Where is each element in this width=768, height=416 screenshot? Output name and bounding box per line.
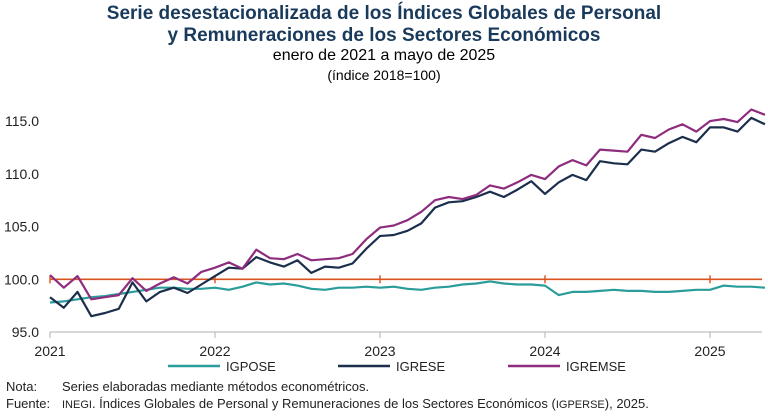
x-tick-label: 2022 [199,343,230,359]
legend-label-igrese: IGRESE [396,359,445,374]
y-tick-label: 105.0 [4,219,39,235]
source-text-a: . Índices Globales de Personal y Remuner… [91,396,556,411]
legend-label-igpose: IGPOSE [226,359,276,374]
source-text-b: ), 2025. [604,396,649,411]
x-tick-label: 2025 [694,343,725,359]
series-line-igpose [49,280,766,304]
legend-label-igremse: IGREMSE [566,359,626,374]
note-text: Series elaboradas mediante métodos econo… [62,379,370,394]
y-tick-label: 110.0 [5,166,39,182]
y-tick-label: 95.0 [12,324,39,340]
x-tick-label: 2024 [529,343,560,359]
note-label: Nota: [6,379,38,394]
x-tick-label: 2021 [34,343,65,359]
footnote-note: Nota: Series elaboradas mediante métodos … [6,379,369,395]
chart-subtitle-index: (índice 2018=100) [327,67,441,83]
source-igperse: IGPERSE [555,399,605,411]
chart-subtitle: enero de 2021 a mayo de 2025 [272,47,496,64]
y-tick-label: 115.0 [5,113,39,129]
footnote-source: Fuente: INEGI. Índices Globales de Person… [6,396,649,413]
chart-title-line2: y Remuneraciones de los Sectores Económi… [167,25,601,46]
series-line-igrese [49,116,766,318]
chart-title-line1: Serie desestacionalizada de los Índices … [106,3,662,24]
source-label: Fuente: [6,396,51,411]
x-tick-label: 2023 [364,343,395,359]
series-line-igremse [49,108,766,301]
y-tick-label: 100.0 [4,271,39,287]
source-inegi: INEGI [62,399,92,411]
